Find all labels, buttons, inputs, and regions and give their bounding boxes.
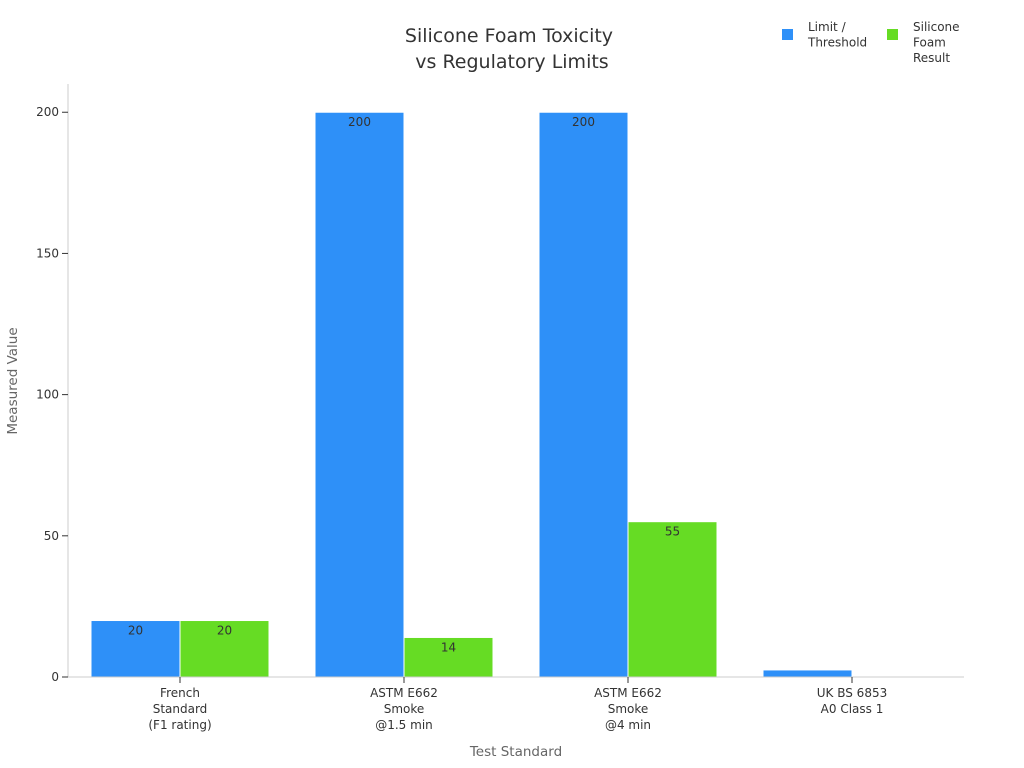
bar-value-label: 20 [217, 624, 232, 638]
legend-swatch [887, 29, 898, 40]
bar [179, 620, 270, 678]
bar-value-label: 20 [128, 624, 143, 638]
bar [314, 111, 405, 678]
legend-label: Limit / Threshold [807, 20, 867, 50]
bar-value-label: 200 [348, 115, 371, 129]
y-tick-label: 0 [51, 670, 59, 684]
bar-value-label: 14 [441, 640, 456, 654]
bar-value-label: 200 [572, 115, 595, 129]
x-axis-title: Test Standard [469, 744, 562, 760]
legend: Limit / Threshold Silicone Foam Result [782, 20, 960, 65]
bar [538, 111, 629, 678]
legend-label: Silicone Foam Result [913, 20, 960, 65]
y-tick-label: 50 [44, 529, 59, 543]
chart-title: Silicone Foam Toxicity vs Regulatory Lim… [405, 25, 619, 73]
legend-swatch [782, 29, 793, 40]
x-tick-label: UK BS 6853 A0 Class 1 [817, 686, 887, 716]
bar [90, 620, 181, 678]
chart-title-line-1: Silicone Foam Toxicity [405, 25, 613, 47]
y-tick-label: 200 [36, 105, 59, 119]
y-axis: 0 50 100 150 200 [36, 84, 69, 684]
bars-group [90, 111, 853, 678]
bar-value-label: 55 [665, 525, 680, 539]
bar [403, 636, 494, 678]
data-labels-group: 20 20 200 14 200 55 [128, 115, 680, 654]
x-axis: French Standard (F1 rating) ASTM E662 Smoke @… [68, 676, 964, 732]
x-tick-label: ASTM E662 Smoke @1.5 min [370, 686, 438, 732]
y-tick-label: 100 [36, 388, 59, 402]
bar [762, 669, 853, 678]
x-tick-label: French Standard (F1 rating) [148, 686, 211, 732]
y-tick-label: 150 [36, 246, 59, 260]
bar [627, 521, 718, 678]
chart-title-line-2: vs Regulatory Limits [415, 51, 608, 73]
y-axis-title: Measured Value [5, 327, 21, 434]
x-tick-label: ASTM E662 Smoke @4 min [594, 686, 662, 732]
